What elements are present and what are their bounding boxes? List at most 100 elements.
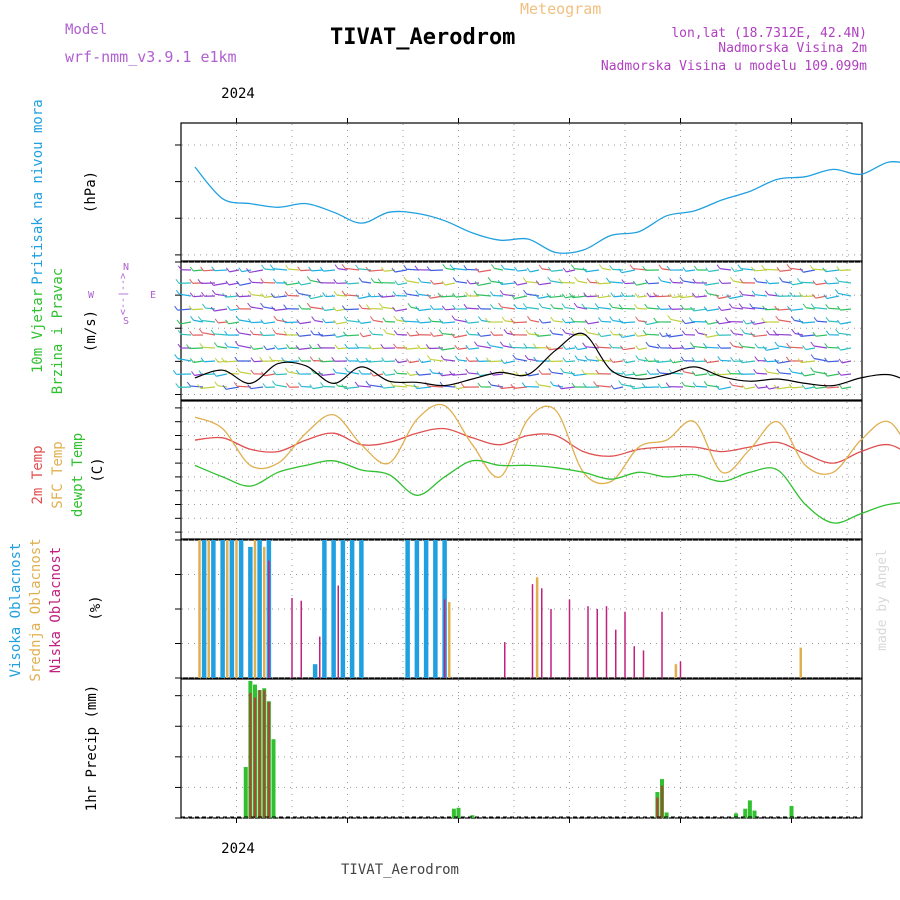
wind-barb xyxy=(624,282,636,285)
wind-barb xyxy=(800,281,816,284)
wind-barb-tick xyxy=(427,355,431,360)
wind-barb xyxy=(321,373,336,376)
high-cloud-bar xyxy=(349,540,355,678)
wind-barb-tick xyxy=(764,367,768,373)
wind-barb-tick xyxy=(682,266,687,272)
wind-barb-tick xyxy=(704,289,709,295)
wind-barb-tick xyxy=(704,319,709,325)
wind-barb-tick xyxy=(224,342,229,348)
wind-barb-tick xyxy=(715,294,720,299)
wind-barb xyxy=(193,295,204,298)
wind-barb-tick xyxy=(174,354,178,359)
wind-barb xyxy=(214,333,228,336)
wind-barb xyxy=(813,345,828,349)
wind-barb xyxy=(250,306,264,310)
wind-barb xyxy=(445,267,456,271)
wind-barb-tick xyxy=(379,383,384,389)
wind-barb-tick xyxy=(729,276,734,282)
convective-precip-bar xyxy=(656,797,659,818)
wind-barb-tick xyxy=(284,291,289,296)
wind-barb-tick xyxy=(484,317,489,323)
wind-barb-tick xyxy=(235,292,240,297)
wind-barb xyxy=(393,385,408,388)
wind-barb-tick xyxy=(295,345,300,350)
wind-barb-tick xyxy=(286,344,290,349)
mid-cloud-bar xyxy=(799,647,802,678)
wind-barb xyxy=(418,373,432,376)
wind-barb-tick xyxy=(750,320,755,325)
wind-barb-tick xyxy=(283,304,288,310)
wind-barb-tick xyxy=(428,317,432,322)
wind-barb-tick xyxy=(659,332,663,337)
wind-barb-tick xyxy=(608,303,613,308)
wind-barb xyxy=(477,282,492,287)
high-cloud-bar xyxy=(340,540,346,678)
low-cloud-bar xyxy=(337,585,339,678)
wind-barb xyxy=(827,360,840,363)
wind-barb xyxy=(466,307,480,310)
wind-barb xyxy=(577,280,588,284)
wind-barb xyxy=(565,295,576,299)
wind-barb-tick xyxy=(225,267,230,273)
wind-barb xyxy=(625,360,636,364)
wind-barb xyxy=(225,295,240,298)
wind-barb xyxy=(741,345,756,349)
wind-barb-tick xyxy=(641,383,646,388)
compass-arrows: <--|--> xyxy=(118,273,129,315)
watermark: made by Angel xyxy=(875,549,890,651)
wind-barb-tick xyxy=(644,279,649,284)
wind-barb-tick xyxy=(317,331,322,337)
wind-barb xyxy=(693,308,708,312)
temperature-unit: (C) xyxy=(90,457,106,482)
wind-barb-tick xyxy=(332,306,337,312)
wind-barb-tick xyxy=(762,346,767,351)
wind-barb xyxy=(250,386,264,390)
wind-barb xyxy=(623,347,636,351)
mid-cloud-bar xyxy=(448,602,451,678)
wind-barb-tick xyxy=(452,292,457,298)
wind-barb xyxy=(513,386,528,389)
wind-barb xyxy=(670,318,684,323)
wind-barb-tick xyxy=(381,357,385,362)
wind-barb-tick xyxy=(574,355,579,360)
chart-marks xyxy=(181,161,900,818)
wind-barb xyxy=(181,333,192,336)
wind-barb-tick xyxy=(370,371,374,377)
wind-barb-tick xyxy=(634,304,638,309)
wind-barb-tick xyxy=(367,292,372,298)
total-precip-bar xyxy=(743,808,748,818)
high-cloud-bar xyxy=(423,540,429,678)
wind-barb-tick xyxy=(618,268,623,273)
wind-barb-tick xyxy=(486,341,491,346)
wind-barb xyxy=(285,321,300,324)
wind-barb xyxy=(213,282,228,286)
wind-barb-tick xyxy=(642,265,647,271)
wind-barb xyxy=(433,282,444,285)
wind-barb-tick xyxy=(172,370,177,375)
wind-barb-tick xyxy=(798,318,803,324)
wind-barb xyxy=(344,386,360,390)
wind-barb xyxy=(828,320,840,323)
wind-barb xyxy=(528,373,540,377)
wind-barb-tick xyxy=(370,277,375,283)
wind-barb xyxy=(817,320,828,323)
wind-barb xyxy=(693,345,708,349)
wind-barb-tick xyxy=(825,330,830,336)
wind-barb xyxy=(215,293,228,297)
wind-barb xyxy=(217,345,228,349)
wind-barb-tick xyxy=(225,280,230,286)
wind-barb-tick xyxy=(441,305,446,311)
wind-barb xyxy=(517,269,528,272)
wind-barb-tick xyxy=(558,278,563,283)
wind-barb-tick xyxy=(620,292,625,297)
wind-barb-tick xyxy=(635,355,640,360)
wind-barb xyxy=(719,268,732,271)
wind-barb-tick xyxy=(490,330,495,336)
wind-barb-tick xyxy=(341,384,346,389)
wind-barb-tick xyxy=(209,281,214,286)
mid-cloud-bar xyxy=(235,540,238,678)
wind-barb xyxy=(515,358,528,362)
wind-barb-tick xyxy=(545,345,550,351)
wind-barb-tick xyxy=(702,280,706,286)
wind-barb-tick xyxy=(463,265,468,270)
